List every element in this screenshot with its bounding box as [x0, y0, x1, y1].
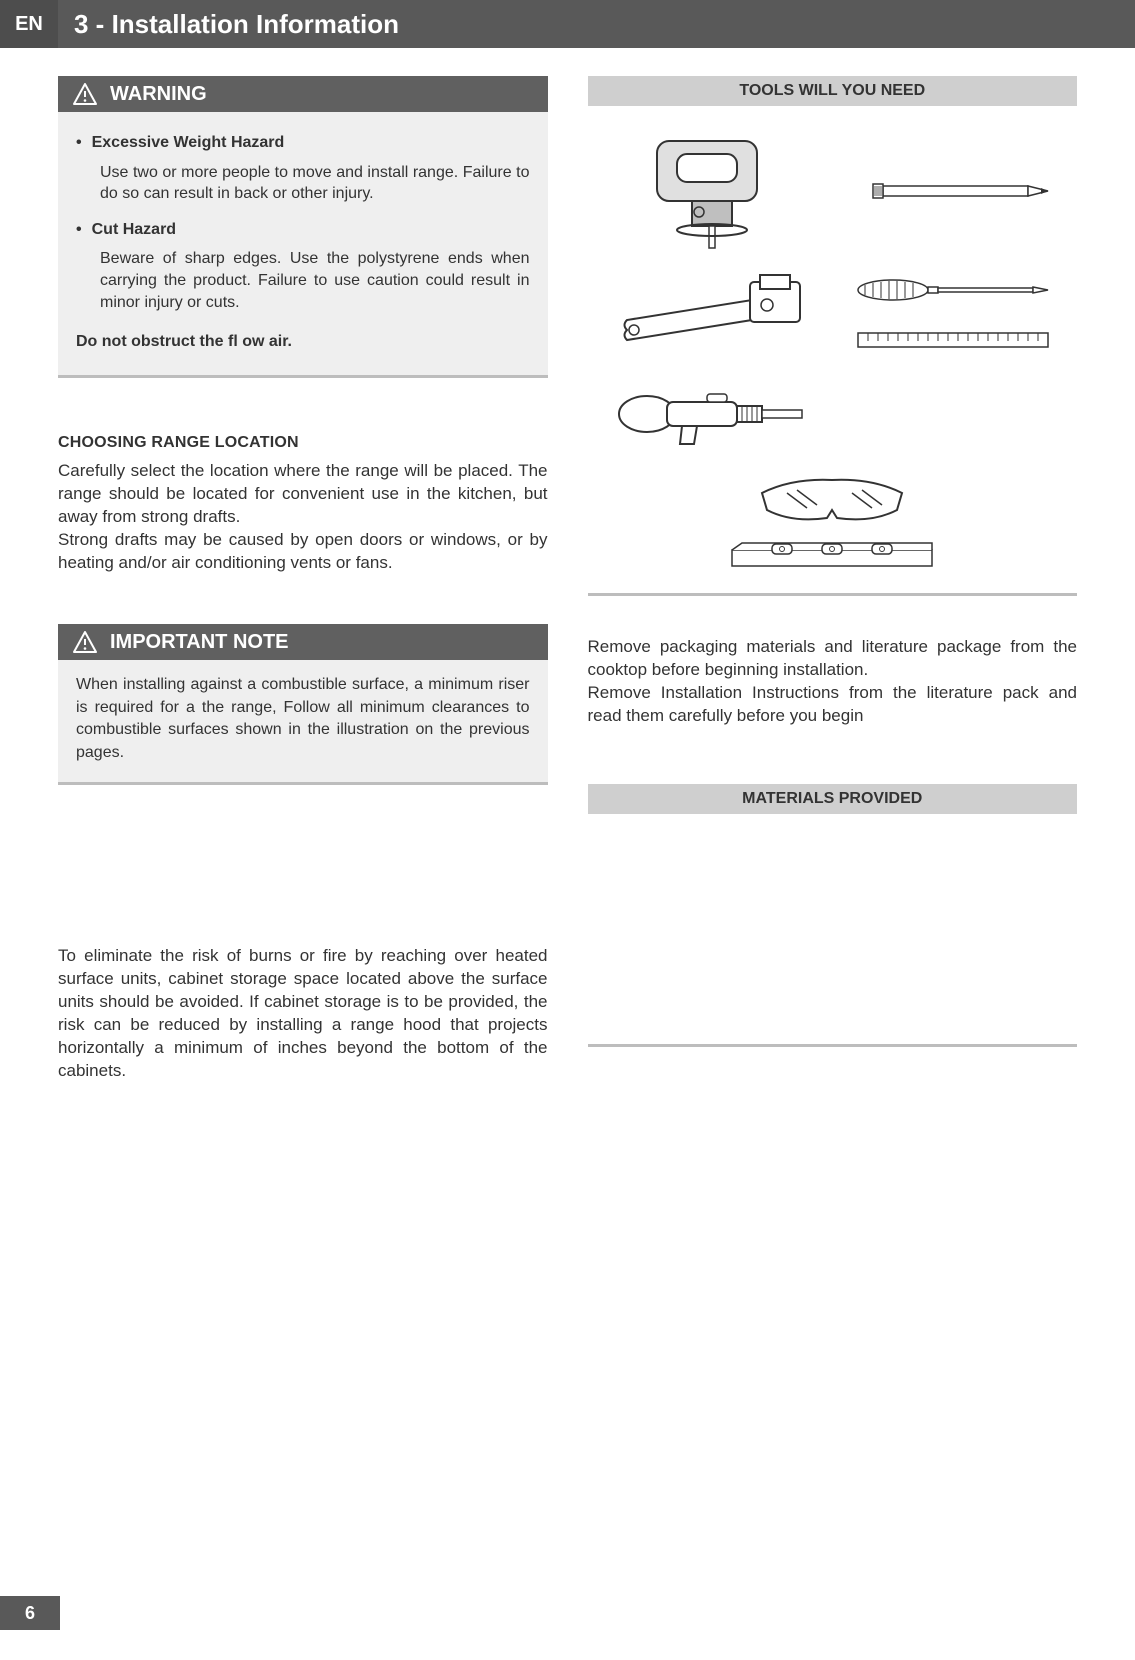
- warning-footer: Do not obstruct the fl ow air.: [76, 331, 530, 353]
- warning-label: WARNING: [110, 83, 207, 106]
- note-header: IMPORTANT NOTE: [58, 624, 548, 660]
- warning-triangle-icon: [72, 82, 98, 106]
- remove-packaging-text: Remove packaging materials and literatur…: [588, 636, 1078, 728]
- page-title: 3 - Installation Information: [58, 9, 399, 40]
- note-label: IMPORTANT NOTE: [110, 631, 289, 654]
- safety-glasses-icon: [742, 468, 922, 528]
- location-heading: CHOOSING RANGE LOCATION: [58, 434, 548, 452]
- page-number: 6: [0, 1596, 60, 1630]
- pencil-icon: [842, 176, 1063, 206]
- level-icon: [727, 538, 937, 573]
- warning-triangle-icon: [72, 630, 98, 654]
- bullet-icon: •: [76, 219, 82, 241]
- tools-panel: TOOLS WILL YOU NEED: [588, 76, 1078, 596]
- warning-item-text: Beware of sharp edges. Use the polystyre…: [100, 248, 530, 313]
- drill-icon: [602, 374, 823, 454]
- tool-row: [602, 270, 1064, 360]
- cabinet-safety-text: To eliminate the risk of burns or fire b…: [58, 945, 548, 1083]
- wrench-icon: [602, 270, 823, 360]
- materials-heading: MATERIALS PROVIDED: [588, 784, 1078, 814]
- warning-item: • Cut Hazard Beware of sharp edges. Use …: [76, 219, 530, 313]
- warning-header: WARNING: [58, 76, 548, 112]
- left-column: WARNING • Excessive Weight Hazard Use tw…: [58, 76, 548, 1083]
- important-note-box: IMPORTANT NOTE When installing against a…: [58, 624, 548, 785]
- page-header: EN 3 - Installation Information: [0, 0, 1135, 48]
- content-area: WARNING • Excessive Weight Hazard Use tw…: [0, 48, 1135, 1083]
- tool-row: [602, 468, 1064, 573]
- warning-box: WARNING • Excessive Weight Hazard Use tw…: [58, 76, 548, 378]
- note-body: When installing against a combustible su…: [58, 660, 548, 782]
- jigsaw-icon: [602, 126, 823, 256]
- warning-body: • Excessive Weight Hazard Use two or mor…: [58, 112, 548, 375]
- right-column: TOOLS WILL YOU NEED: [588, 76, 1078, 1083]
- warning-item-title: • Cut Hazard: [76, 219, 530, 241]
- ruler-icon: [853, 327, 1053, 353]
- location-text: Carefully select the location where the …: [58, 460, 548, 575]
- materials-body: [588, 814, 1078, 1044]
- warning-item-text: Use two or more people to move and insta…: [100, 162, 530, 205]
- tools-body: [588, 106, 1078, 593]
- bullet-icon: •: [76, 132, 82, 154]
- tools-heading: TOOLS WILL YOU NEED: [588, 76, 1078, 106]
- tool-row: [602, 126, 1064, 256]
- screwdriver-icon: [842, 277, 1063, 353]
- tool-row: [602, 374, 1064, 454]
- warning-item: • Excessive Weight Hazard Use two or mor…: [76, 132, 530, 205]
- materials-panel: MATERIALS PROVIDED: [588, 784, 1078, 1047]
- warning-item-title: • Excessive Weight Hazard: [76, 132, 530, 154]
- language-tag: EN: [0, 0, 58, 48]
